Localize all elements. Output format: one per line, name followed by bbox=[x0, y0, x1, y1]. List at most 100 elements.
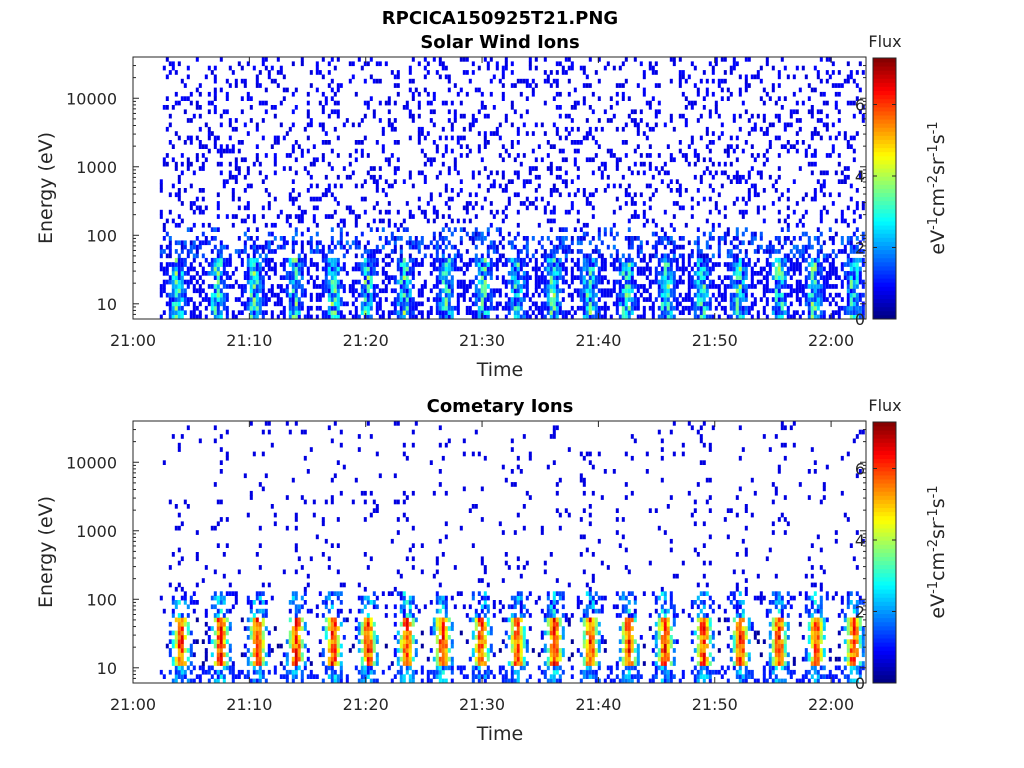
heatmap-cell bbox=[390, 183, 394, 189]
heatmap-cell bbox=[258, 70, 262, 75]
heatmap-cell bbox=[624, 201, 628, 206]
heatmap-cell bbox=[471, 113, 475, 119]
heatmap-cell bbox=[240, 78, 244, 84]
heatmap-cell bbox=[711, 188, 715, 193]
heatmap-cell bbox=[270, 310, 274, 315]
heatmap-cell bbox=[723, 305, 727, 311]
heatmap-cell bbox=[501, 209, 505, 215]
heatmap-cell bbox=[291, 257, 295, 263]
heatmap-cell bbox=[285, 288, 289, 294]
heatmap-cell bbox=[807, 297, 811, 302]
heatmap-cell bbox=[216, 678, 220, 684]
heatmap-cell bbox=[393, 179, 397, 184]
heatmap-cell bbox=[384, 275, 388, 280]
heatmap-cell bbox=[321, 126, 325, 132]
heatmap-cell bbox=[267, 643, 271, 649]
heatmap-cell bbox=[312, 279, 316, 285]
heatmap-cell bbox=[408, 257, 412, 263]
heatmap-cell bbox=[825, 57, 829, 62]
heatmap-cell bbox=[189, 314, 193, 320]
heatmap-cell bbox=[228, 118, 232, 123]
heatmap-cell bbox=[186, 648, 190, 653]
heatmap-cell bbox=[459, 179, 463, 184]
heatmap-cell bbox=[816, 297, 820, 302]
heatmap-cell bbox=[777, 153, 781, 158]
heatmap-cell bbox=[570, 61, 574, 67]
heatmap-cell bbox=[315, 297, 319, 302]
heatmap-cell bbox=[687, 288, 691, 294]
heatmap-cell bbox=[486, 262, 490, 267]
heatmap-cell bbox=[768, 96, 772, 101]
heatmap-cell bbox=[783, 96, 787, 101]
heatmap-cell bbox=[603, 231, 607, 237]
heatmap-cell bbox=[612, 236, 616, 241]
heatmap-cell bbox=[216, 148, 220, 154]
heatmap-cell bbox=[285, 525, 289, 531]
heatmap-cell bbox=[435, 257, 439, 263]
heatmap-cell bbox=[354, 214, 358, 219]
heatmap-cell bbox=[258, 591, 262, 596]
heatmap-cell bbox=[504, 65, 508, 71]
heatmap-cell bbox=[798, 284, 802, 289]
heatmap-cell bbox=[465, 209, 469, 215]
heatmap-cell bbox=[633, 284, 637, 289]
heatmap-cell bbox=[408, 87, 412, 93]
heatmap-cell bbox=[237, 166, 241, 171]
heatmap-cell bbox=[465, 266, 469, 272]
heatmap-cell bbox=[675, 284, 679, 289]
heatmap-cell bbox=[330, 227, 334, 232]
figure-title: RPCICA150925T21.PNG bbox=[382, 8, 618, 29]
heatmap-cell bbox=[807, 305, 811, 311]
heatmap-cell bbox=[774, 292, 778, 298]
heatmap-cell bbox=[588, 279, 592, 285]
heatmap-cell bbox=[813, 271, 817, 276]
heatmap-cell bbox=[483, 196, 487, 202]
heatmap-cell bbox=[528, 257, 532, 263]
heatmap-cell bbox=[672, 292, 676, 298]
heatmap-cell bbox=[180, 310, 184, 315]
heatmap-cell bbox=[810, 275, 814, 280]
heatmap-cell bbox=[555, 266, 559, 272]
heatmap-cell bbox=[396, 166, 400, 171]
heatmap-cell bbox=[609, 314, 613, 320]
heatmap-cell bbox=[660, 301, 664, 307]
colorbar-swatch bbox=[873, 164, 896, 169]
heatmap-cell bbox=[483, 266, 487, 272]
heatmap-cell bbox=[588, 288, 592, 294]
heatmap-cell bbox=[246, 656, 250, 662]
heatmap-cell bbox=[324, 96, 328, 101]
heatmap-cell bbox=[624, 192, 628, 198]
heatmap-cell bbox=[714, 205, 718, 211]
heatmap-cell bbox=[693, 240, 697, 246]
colorbar-swatch bbox=[873, 249, 896, 255]
heatmap-cell bbox=[291, 196, 295, 202]
heatmap-cell bbox=[294, 288, 298, 294]
heatmap-cell bbox=[276, 244, 280, 250]
heatmap-cell bbox=[255, 227, 259, 232]
heatmap-cell bbox=[204, 297, 208, 302]
heatmap-cell bbox=[555, 314, 559, 320]
heatmap-cell bbox=[678, 310, 682, 315]
heatmap-cell bbox=[660, 166, 664, 171]
heatmap-cell bbox=[402, 301, 406, 307]
heatmap-cell bbox=[291, 188, 295, 193]
heatmap-cell bbox=[648, 305, 652, 311]
heatmap-cell bbox=[183, 661, 187, 666]
heatmap-cell bbox=[276, 643, 280, 649]
heatmap-cell bbox=[369, 301, 373, 307]
heatmap-cell bbox=[729, 314, 733, 320]
heatmap-cell bbox=[525, 262, 529, 267]
heatmap-cell bbox=[570, 240, 574, 246]
heatmap-cell bbox=[366, 284, 370, 289]
heatmap-cell bbox=[240, 109, 244, 115]
heatmap-cell bbox=[264, 600, 268, 605]
heatmap-cell bbox=[591, 288, 595, 294]
heatmap-cell bbox=[828, 301, 832, 307]
heatmap-cell bbox=[693, 271, 697, 276]
heatmap-cell bbox=[213, 613, 217, 618]
heatmap-cell bbox=[558, 305, 562, 311]
heatmap-cell bbox=[648, 297, 652, 302]
heatmap-cell bbox=[501, 170, 505, 176]
heatmap-cell bbox=[603, 301, 607, 307]
heatmap-cell bbox=[261, 486, 265, 492]
